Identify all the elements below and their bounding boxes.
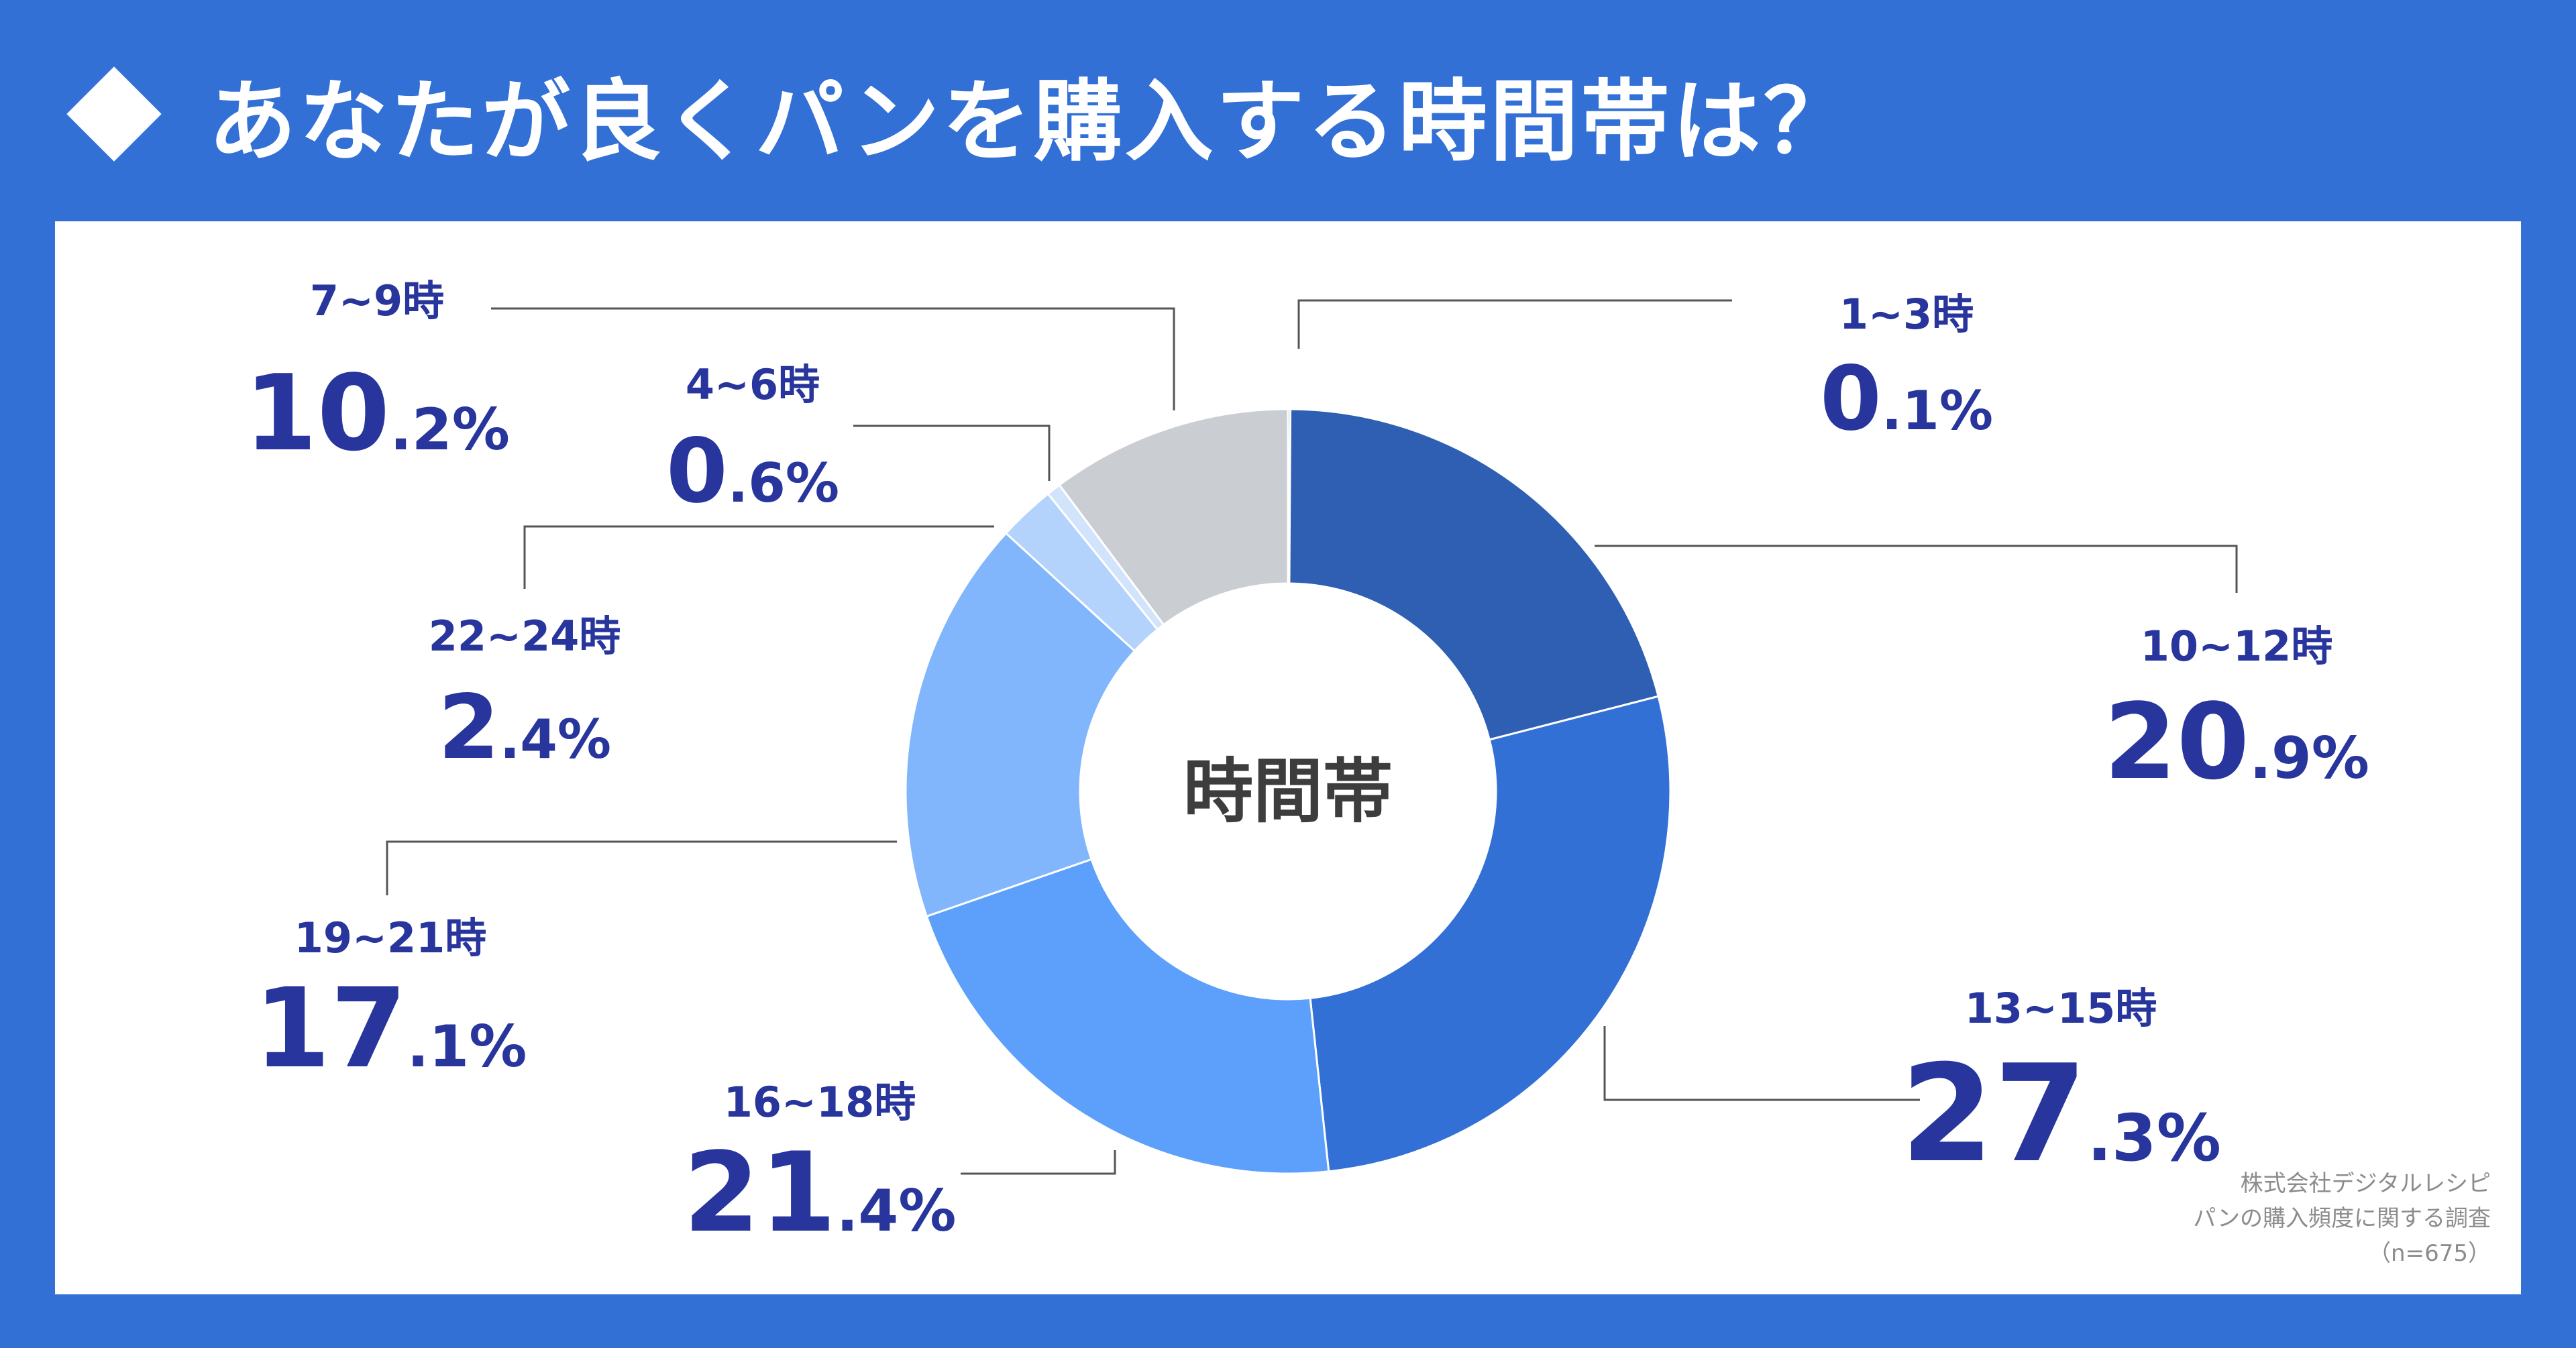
slice-label-5: 22~24時 xyxy=(429,612,621,661)
slice-value-0: 0.1% xyxy=(1820,347,1993,451)
source-survey: パンの購入頻度に関する調査 xyxy=(2193,1205,2491,1232)
slice-label-2: 13~15時 xyxy=(1965,984,2157,1033)
slice-label-6: 4~6時 xyxy=(686,360,820,409)
source-company: 株式会社デジタルレシピ xyxy=(2240,1170,2491,1197)
slice-label-4: 19~21時 xyxy=(294,913,487,962)
slice-value-3: 21.4% xyxy=(684,1129,957,1257)
slice-label-0: 1~3時 xyxy=(1839,290,1974,339)
header: あなたが良くパンを購入する時間帯は？ xyxy=(60,47,1855,181)
donut-slice-4 xyxy=(904,531,1136,918)
slice-value-int-4: 17 xyxy=(254,964,407,1092)
slice-value-dec-4: .1% xyxy=(407,1013,527,1080)
page-title: あなたが良くパンを購入する時間帯は？ xyxy=(208,70,1855,174)
donut-slice-2 xyxy=(1309,695,1672,1173)
slice-value-int-2: 27 xyxy=(1900,1036,2087,1192)
slice-label-1: 10~12時 xyxy=(2141,622,2333,671)
slice-value-6: 0.6% xyxy=(666,420,839,523)
donut-slice-7 xyxy=(1058,408,1289,626)
slice-value-dec-6: .6% xyxy=(728,452,839,514)
donut-slice-3 xyxy=(925,858,1330,1175)
slice-value-int-1: 20 xyxy=(2104,681,2249,803)
slice-value-1: 20.9% xyxy=(2104,681,2369,803)
slice-value-int-5: 2 xyxy=(438,676,500,779)
leader-line-6 xyxy=(853,425,1051,481)
slice-value-int-3: 21 xyxy=(684,1129,837,1257)
leader-line-5 xyxy=(523,525,994,589)
source-note: 株式会社デジタルレシピ パンの購入頻度に関する調査 （n=675） xyxy=(2193,1166,2491,1271)
leader-line-1 xyxy=(1595,545,2238,593)
slice-value-int-7: 10 xyxy=(244,352,390,474)
slice-label-7: 7~9時 xyxy=(310,276,444,325)
source-sample: （n=675） xyxy=(2368,1240,2491,1267)
diamond-icon xyxy=(66,66,162,162)
leader-line-0 xyxy=(1297,299,1732,349)
chart-panel: 時間帯 1~3時 0.1% 10~12時 20.9% 13~15時 27.3% 16~18時 2… xyxy=(55,221,2521,1294)
leader-line-7 xyxy=(491,307,1175,410)
center-label: 時間帯 xyxy=(1183,750,1393,832)
slice-value-4: 17.1% xyxy=(254,964,527,1092)
donut-slice-1 xyxy=(1288,408,1660,741)
slice-value-7: 10.2% xyxy=(244,352,510,474)
slice-value-int-0: 0 xyxy=(1820,347,1882,451)
slice-value-dec-3: .4% xyxy=(837,1178,957,1245)
slice-label-3: 16~18時 xyxy=(724,1078,916,1127)
slice-value-dec-2: .3% xyxy=(2087,1101,2220,1176)
leader-line-4 xyxy=(386,840,897,895)
leader-line-3 xyxy=(961,1150,1116,1175)
slice-value-int-6: 0 xyxy=(666,420,728,523)
slice-value-dec-7: .2% xyxy=(390,396,510,463)
donut-chart: 時間帯1~3時0.1%10~12時20.9%13~15時27.3%16~18時2… xyxy=(244,276,2369,1257)
slice-value-2: 27.3% xyxy=(1900,1036,2221,1192)
slice-value-dec-0: .1% xyxy=(1882,380,1993,442)
slice-value-dec-5: .4% xyxy=(500,708,611,771)
leader-line-2 xyxy=(1603,1026,1920,1101)
slice-value-dec-1: .9% xyxy=(2249,725,2369,792)
slice-value-5: 2.4% xyxy=(438,676,611,779)
